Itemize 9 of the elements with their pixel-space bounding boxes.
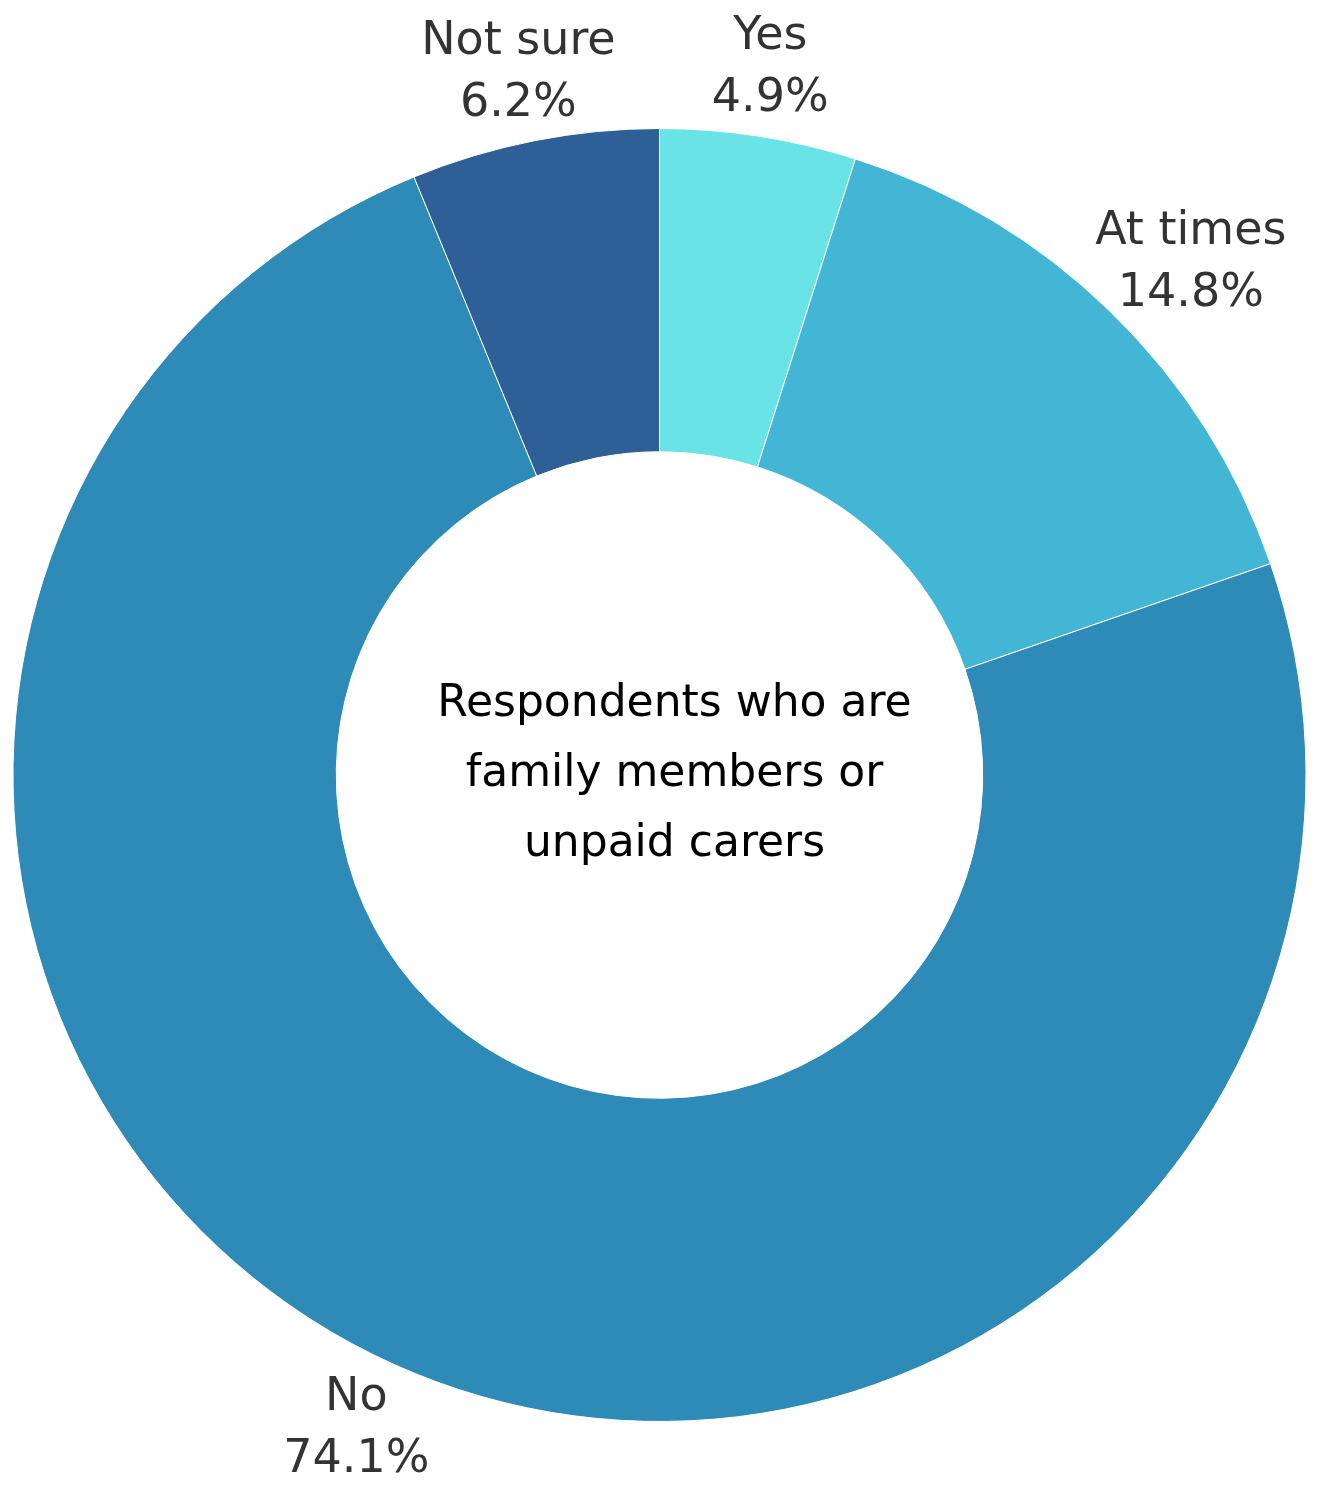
- data-label: 6.2%: [459, 73, 577, 127]
- text: Respondents who are family members or unpaid carers: [437, 675, 912, 867]
- slice-label: Yes: [732, 5, 808, 60]
- slice-label: Not sure: [421, 11, 616, 65]
- slice-label: No: [325, 1366, 388, 1421]
- data-label: 74.1%: [283, 1428, 430, 1483]
- data-label: 4.9%: [711, 67, 829, 122]
- slice-label: At times: [1095, 200, 1287, 255]
- data-label: 14.8%: [1117, 262, 1264, 317]
